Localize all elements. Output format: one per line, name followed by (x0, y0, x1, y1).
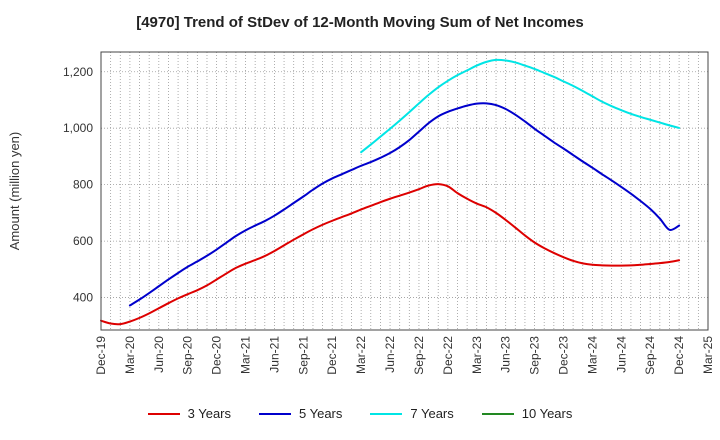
y-tick-label: 1,200 (63, 65, 93, 79)
x-tick-label: Sep-21 (296, 336, 310, 375)
axis-layer: 400 600 800 1,000 1,200 Dec-19 Mar-20 Jun-20 Sep… (7, 51, 715, 375)
legend-swatch (259, 412, 291, 415)
legend-item-3-years: 3 Years (147, 406, 231, 421)
grid-layer (100, 52, 709, 330)
y-axis-label: Amount (million yen) (7, 132, 22, 251)
legend-label: 7 Years (410, 406, 454, 421)
legend-label: 5 Years (299, 406, 343, 421)
x-tick-label: Sep-24 (643, 336, 657, 375)
x-tick-label: Dec-22 (441, 336, 455, 375)
x-tick-label: Dec-19 (94, 336, 108, 375)
x-tick-label: Mar-23 (470, 336, 484, 374)
series-line-7-years (360, 58, 681, 154)
x-tick-label: Dec-20 (210, 336, 224, 375)
chart-title: [4970] Trend of StDev of 12-Month Moving… (136, 14, 584, 31)
x-tick-label: Sep-20 (181, 336, 195, 375)
y-tick-label: 600 (73, 234, 93, 248)
y-tick-label: 800 (73, 178, 93, 192)
x-tick-label: Jun-21 (267, 336, 281, 373)
x-tick-label: Mar-24 (585, 336, 599, 374)
legend: 3 Years 5 Years 7 Years 10 Years (0, 406, 720, 421)
x-tick-label: Dec-23 (556, 336, 570, 375)
x-tick-label: Sep-22 (412, 336, 426, 375)
series-line-5-years (128, 102, 681, 307)
x-tick-label: Mar-25 (701, 336, 715, 374)
series-layer (100, 58, 681, 326)
plot-frame (100, 51, 709, 331)
x-tick-label: Jun-23 (499, 336, 513, 373)
legend-swatch (147, 412, 180, 415)
legend-label: 10 Years (521, 406, 573, 421)
legend-item-10-years: 10 Years (481, 406, 573, 421)
x-tick-label: Mar-22 (354, 336, 368, 374)
x-tick-label: Mar-20 (123, 336, 137, 374)
series-line-3-years (100, 183, 681, 326)
x-tick-label: Sep-23 (528, 336, 542, 375)
x-tick-label: Mar-21 (239, 336, 253, 374)
y-tick-label: 1,000 (63, 121, 93, 135)
x-tick-label: Jun-24 (614, 336, 628, 373)
legend-item-7-years: 7 Years (370, 406, 454, 421)
legend-swatch (481, 412, 514, 415)
legend-label: 3 Years (187, 406, 231, 421)
legend-swatch (370, 412, 403, 415)
x-tick-label: Dec-24 (672, 336, 686, 375)
x-tick-label: Dec-21 (325, 336, 339, 375)
y-tick-label: 400 (73, 291, 93, 305)
x-tick-label: Jun-22 (383, 336, 397, 373)
x-tick-label: Jun-20 (152, 336, 166, 373)
legend-item-5-years: 5 Years (259, 406, 342, 421)
